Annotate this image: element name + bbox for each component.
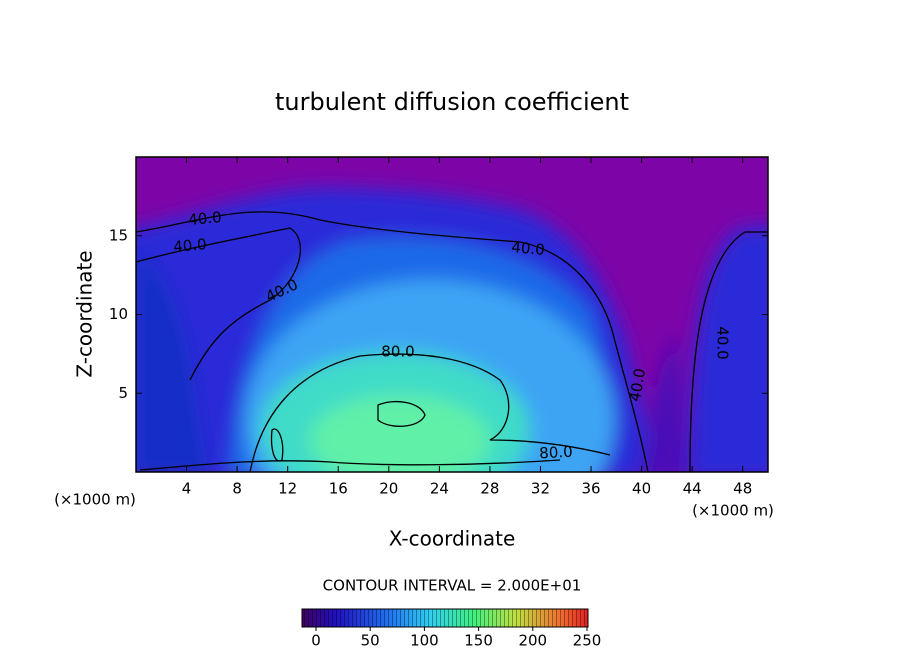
- contour-label: 80.0: [381, 343, 414, 361]
- y-axis-label: Z-coordinate: [73, 250, 97, 377]
- x-tick-label: 8: [232, 480, 242, 498]
- x-tick-label: 48: [733, 480, 752, 498]
- contour-label: 80.0: [539, 443, 573, 463]
- x-tick-label: 36: [581, 480, 600, 498]
- colorbar-tick-label: 100: [410, 632, 439, 650]
- y-tick-label: 10: [109, 305, 128, 323]
- colorbar-tick-label: 250: [573, 632, 602, 650]
- contour-label: 40.0: [188, 208, 223, 229]
- colorbar-stripes: [302, 609, 588, 627]
- y-tick-label: 5: [118, 384, 128, 402]
- field: [136, 157, 768, 472]
- x-tick-label: 16: [329, 480, 348, 498]
- colorbar-tick-label: 50: [361, 632, 380, 650]
- colorbar-tick-label: 200: [518, 632, 547, 650]
- x-tick-label: 20: [379, 480, 398, 498]
- contour-label: 40.0: [173, 235, 208, 256]
- x-tick-label: 40: [632, 480, 651, 498]
- contour-label: 40.0: [714, 326, 732, 359]
- colorbar-tick-label: 150: [464, 632, 493, 650]
- contour-label: 40.0: [626, 367, 650, 403]
- x-axis-label: X-coordinate: [389, 527, 516, 551]
- colorbar-tick-label: 0: [311, 632, 321, 650]
- x-unit-label: (×1000 m): [54, 491, 136, 509]
- contour-interval: CONTOUR INTERVAL = 2.000E+01: [323, 577, 582, 595]
- y-tick-label: 15: [109, 226, 128, 244]
- x-tick-label: 44: [683, 480, 702, 498]
- x-tick-label: 12: [278, 480, 297, 498]
- x-tick-label: 32: [531, 480, 550, 498]
- x-tick-label: 4: [182, 480, 192, 498]
- chart-title: turbulent diffusion coefficient: [275, 88, 629, 116]
- x-tick-label: 28: [480, 480, 499, 498]
- x-tick-label: 24: [430, 480, 449, 498]
- contour-label: 40.0: [511, 238, 546, 259]
- x-unit-label: (×1000 m): [692, 502, 774, 520]
